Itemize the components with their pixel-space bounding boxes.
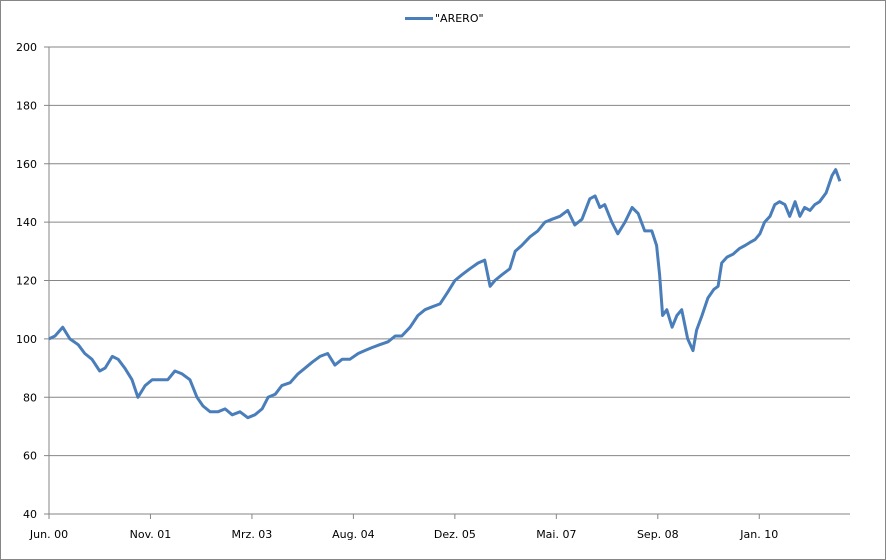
y-tick-label: 140 (16, 216, 37, 229)
x-tick-label: Aug. 04 (332, 528, 374, 541)
y-tick-label: 40 (23, 508, 37, 521)
x-tick-label: Jun. 00 (29, 528, 68, 541)
y-tick-label: 60 (23, 450, 37, 463)
y-tick-label: 200 (16, 41, 37, 54)
y-tick-label: 180 (16, 99, 37, 112)
x-tick-label: Dez. 05 (434, 528, 476, 541)
y-tick-label: 100 (16, 333, 37, 346)
y-tick-label: 160 (16, 158, 37, 171)
y-tick-label: 120 (16, 275, 37, 288)
x-tick-label: Nov. 01 (130, 528, 172, 541)
x-tick-label: Mai. 07 (536, 528, 576, 541)
x-tick-label: Mrz. 03 (232, 528, 273, 541)
legend-swatch (405, 17, 433, 20)
y-tick-label: 80 (23, 391, 37, 404)
legend: "ARERO" (405, 12, 484, 25)
x-tick-label: Sep. 08 (637, 528, 679, 541)
x-tick-label: Jan. 10 (739, 528, 778, 541)
series-line-arero (48, 168, 842, 420)
legend-label: "ARERO" (435, 12, 484, 25)
